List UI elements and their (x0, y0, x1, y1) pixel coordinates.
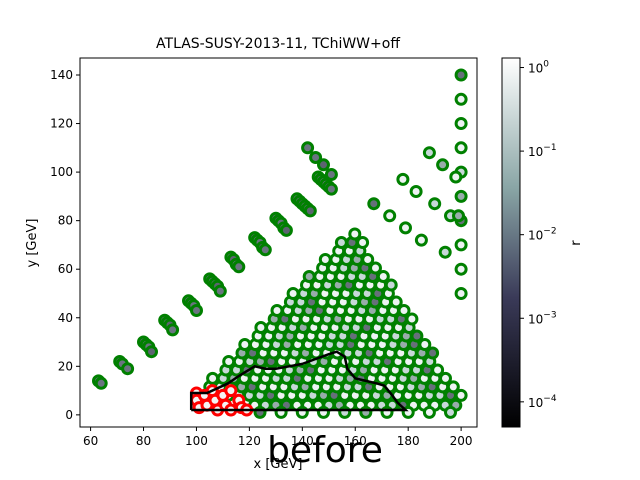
data-point (399, 221, 412, 235)
x-tick-label: 140 (291, 434, 314, 448)
data-point (318, 253, 332, 266)
data-point (410, 329, 424, 343)
data-point (232, 260, 246, 274)
x-tick-label: 200 (450, 434, 473, 448)
y-tick-label: 20 (58, 359, 73, 373)
contour-layer (189, 350, 409, 412)
data-point (436, 158, 450, 172)
data-point (301, 141, 315, 155)
data-point (348, 227, 362, 241)
data-point (454, 117, 468, 130)
data-point (418, 338, 432, 351)
data-point (426, 346, 440, 360)
data-point (121, 362, 135, 376)
colorbar-tick-label: 100 (528, 60, 549, 76)
exclusion-contour (189, 350, 409, 412)
data-point (422, 146, 436, 160)
data-point (367, 197, 381, 211)
data-point (383, 209, 397, 223)
excluded-point (224, 384, 238, 398)
data-point (444, 405, 457, 419)
data-point (454, 388, 468, 402)
data-point (454, 141, 468, 155)
data-point (324, 182, 338, 196)
data-point (324, 168, 338, 181)
y-tick-label: 60 (58, 262, 73, 276)
colorbar-tick-label: 10−2 (528, 227, 557, 243)
data-point (213, 284, 227, 298)
data-point (454, 189, 468, 203)
x-axis-ticks: 60 80 100 120 140 160 180 200 (83, 427, 473, 448)
y-tick-label: 80 (58, 214, 73, 228)
data-point (446, 380, 460, 394)
y-tick-label: 120 (50, 117, 73, 131)
data-point (145, 345, 158, 359)
colorbar-ticks: 100 10−1 10−2 10−3 10−4 (520, 60, 557, 410)
colorbar-label: r (569, 240, 584, 246)
y-axis-label: y [GeV] (25, 219, 40, 268)
data-point (376, 270, 390, 283)
y-axis-ticks: 0 20 40 60 80 100 120 140 (50, 68, 80, 422)
data-point (454, 238, 468, 252)
data-point (166, 323, 180, 337)
data-point (270, 304, 284, 317)
colorbar-tick-label: 10−3 (528, 310, 557, 326)
data-point (361, 253, 375, 266)
y-tick-label: 140 (50, 68, 73, 82)
data-point (309, 151, 323, 164)
data-point (222, 355, 236, 368)
data-point (438, 245, 452, 259)
points-layer (92, 68, 468, 419)
data-point (317, 158, 330, 172)
watermark-text: before (267, 430, 383, 471)
data-point (302, 270, 316, 283)
x-tick-label: 120 (238, 434, 261, 448)
data-point (279, 223, 293, 237)
data-point (190, 304, 203, 317)
data-point (389, 295, 403, 309)
data-point (303, 204, 317, 218)
x-tick-label: 80 (136, 434, 151, 448)
data-point (258, 243, 272, 257)
y-tick-label: 40 (58, 311, 73, 325)
data-point (454, 68, 468, 82)
chart-title: ATLAS-SUSY-2013-11, TChiWW+off (156, 36, 400, 52)
x-axis-label: x [GeV] (254, 457, 303, 472)
y-tick-label: 100 (50, 165, 73, 179)
data-point (422, 405, 436, 419)
data-point (206, 371, 220, 385)
x-tick-label: 60 (83, 434, 98, 448)
data-point (384, 278, 398, 292)
data-point (454, 262, 468, 276)
data-point (238, 338, 252, 351)
data-point (356, 236, 370, 249)
data-point (428, 197, 442, 211)
data-point (405, 312, 419, 326)
data-point (454, 92, 468, 106)
colorbar (501, 57, 521, 428)
x-tick-label: 160 (344, 434, 367, 448)
data-point (409, 185, 423, 198)
data-point (396, 172, 410, 186)
data-point (449, 170, 463, 184)
data-point (452, 209, 465, 223)
data-point (334, 236, 348, 249)
data-point (254, 321, 268, 334)
colorbar-tick-label: 10−1 (528, 143, 557, 159)
data-point (414, 233, 428, 247)
y-tick-label: 0 (65, 408, 73, 422)
data-point (439, 371, 452, 385)
data-point (94, 376, 108, 390)
x-tick-label: 180 (397, 434, 420, 448)
colorbar-tick-label: 10−4 (528, 394, 557, 410)
data-point (397, 304, 411, 317)
data-point (369, 261, 382, 275)
data-point (431, 363, 445, 377)
data-point (286, 287, 300, 300)
x-tick-label: 100 (185, 434, 208, 448)
data-point (454, 287, 468, 300)
